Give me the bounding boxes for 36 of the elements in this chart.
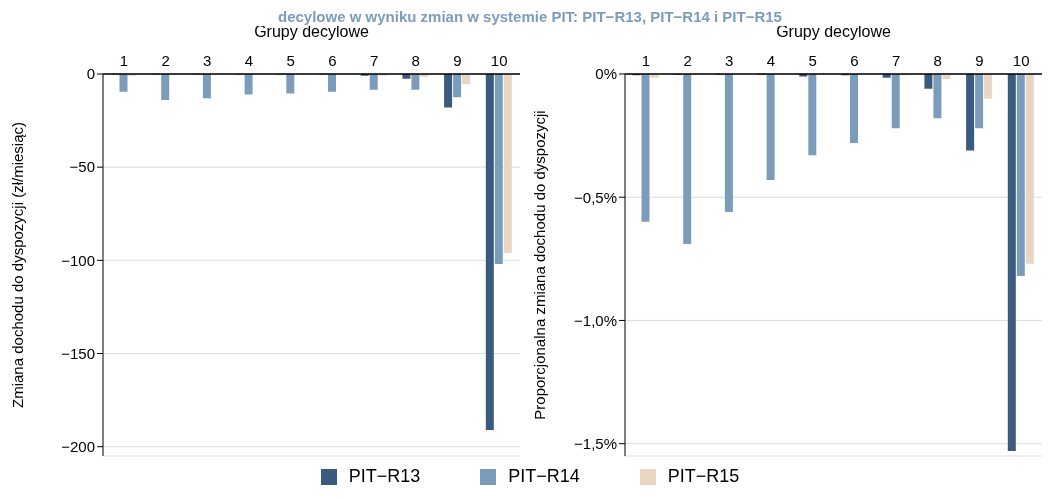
y-axis-title: Proporcjonalna zmiana dochodu do dyspozycji [531,110,549,420]
x-tick-label: 3 [725,52,734,69]
x-tick-label: 1 [119,52,129,69]
x-tick-label: 2 [683,52,692,69]
y-tick-label: −150 [61,344,95,362]
x-tick-label: 6 [328,52,337,69]
x-tick-label: 5 [808,52,817,69]
chart-title: decylowe w wyniku zmian w systemie PIT: PIT−R13, PIT−R14 i PIT−R15 [278,8,782,26]
x-axis-title: Grupy decylowe [776,23,891,41]
x-tick-label: 8 [411,52,420,69]
x-tick-label: 8 [933,52,942,69]
y-tick-label: −50 [69,158,95,176]
x-tick-label: 4 [766,52,776,69]
x-tick-label: 4 [244,52,254,69]
x-tick-label: 9 [453,52,462,69]
y-tick-label: −200 [61,438,95,456]
x-tick-label: 9 [975,52,984,69]
x-tick-label: 2 [161,52,170,69]
x-tick-label: 7 [369,52,379,69]
legend-label: PIT−R14 [508,466,580,487]
x-tick-label: 1 [641,52,651,69]
y-tick-label: 0 [86,65,95,83]
x-tick-label: 7 [891,52,901,69]
x-tick-label: 10 [1012,52,1030,69]
y-tick-label: −1,5% [574,435,617,452]
y-tick-label: 0% [595,65,617,83]
x-tick-label: 6 [850,52,859,69]
y-tick-label: −0,5% [574,188,617,206]
x-tick-label: 5 [286,52,295,69]
x-tick-label: 3 [203,52,212,69]
x-tick-label: 10 [490,52,508,69]
y-tick-label: −100 [61,251,95,269]
y-tick-label: −1,0% [574,311,617,329]
legend-label: PIT−R15 [667,466,740,487]
legend-label: PIT−R13 [348,466,421,487]
y-axis-title: Zmiana dochodu do dyspozycji (zł/miesiąc) [9,122,27,408]
